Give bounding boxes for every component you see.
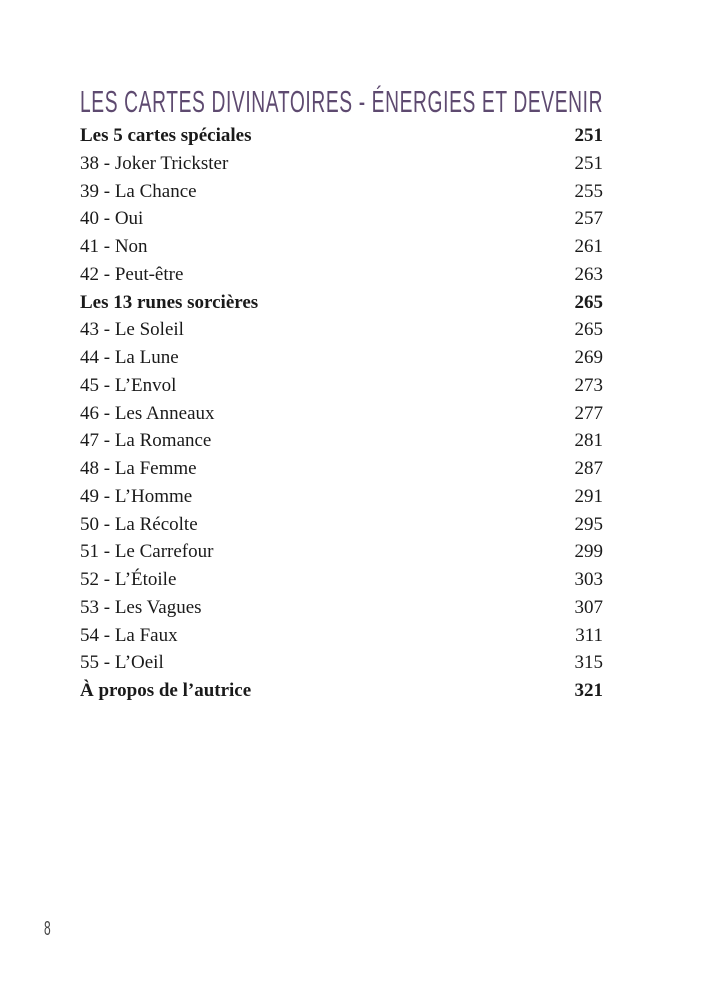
toc-entry: 49 - L’Homme 291 — [80, 483, 603, 511]
toc-entry-page: 251 — [574, 125, 604, 146]
toc-entry: 39 - La Chance 255 — [80, 178, 603, 206]
toc-entry-page: 307 — [574, 596, 604, 618]
toc-entry: 48 - La Femme 287 — [80, 455, 603, 483]
toc-entry-page: 291 — [574, 485, 604, 507]
toc-entry-page: 321 — [574, 680, 604, 701]
toc-entry-label: 47 - La Romance — [80, 430, 212, 452]
toc-entry-label: 44 - La Lune — [80, 347, 179, 368]
toc-entry: 42 - Peut-être 263 — [80, 261, 603, 289]
toc-entry-page: 251 — [574, 152, 604, 174]
toc-entry-label: 55 - L’Oeil — [80, 652, 164, 674]
toc-entry-label: 50 - La Récolte — [80, 513, 198, 535]
toc-entry: 54 - La Faux 311 — [80, 622, 603, 650]
toc-entry-label: 46 - Les Anneaux — [80, 402, 215, 424]
toc-entry-page: 257 — [574, 208, 604, 230]
toc-entry-label: 45 - L’Envol — [80, 374, 177, 396]
toc-entry: 47 - La Romance 281 — [80, 427, 603, 455]
toc-section-heading: Les 5 cartes spéciales 251 — [80, 122, 603, 150]
toc-entry-label: 42 - Peut-être — [80, 263, 184, 285]
toc-section-heading: À propos de l’autrice 321 — [80, 677, 603, 705]
toc-entry-page: 287 — [574, 458, 604, 479]
toc-entry-label: 53 - Les Vagues — [80, 596, 202, 618]
section-title: Les cartes divinatoires - Énergies et de… — [80, 84, 604, 119]
toc-entry-label: 51 - Le Carrefour — [80, 541, 214, 563]
toc-entry: 38 - Joker Trickster 251 — [80, 150, 603, 178]
table-of-contents: Les 5 cartes spéciales 251 38 - Joker Tric… — [80, 122, 603, 705]
page-number: 8 — [44, 918, 51, 940]
toc-entry-label: 52 - L’Étoile — [80, 569, 177, 590]
toc-entry-label: 43 - Le Soleil — [80, 319, 184, 341]
toc-entry-page: 299 — [574, 541, 604, 563]
toc-entry-page: 269 — [574, 347, 604, 368]
toc-entry-label: 38 - Joker Trickster — [80, 152, 229, 174]
toc-entry-label: 41 - Non — [80, 236, 148, 257]
toc-entry: 41 - Non 261 — [80, 233, 603, 261]
toc-entry: 53 - Les Vagues 307 — [80, 594, 603, 622]
toc-entry-page: 315 — [574, 652, 604, 674]
toc-entry-page: 311 — [575, 624, 603, 646]
toc-entry: 50 - La Récolte 295 — [80, 511, 603, 539]
toc-entry: 46 - Les Anneaux 277 — [80, 400, 603, 428]
toc-entry-label: 54 - La Faux — [80, 624, 178, 646]
toc-entry: 44 - La Lune 269 — [80, 344, 603, 372]
toc-section-heading: Les 13 runes sorcières 265 — [80, 289, 603, 317]
toc-entry-label: 49 - L’Homme — [80, 485, 193, 507]
toc-entry-page: 263 — [574, 263, 604, 285]
toc-entry: 43 - Le Soleil 265 — [80, 316, 603, 344]
toc-entry-page: 303 — [574, 569, 604, 590]
toc-entry: 52 - L’Étoile 303 — [80, 566, 603, 594]
toc-entry: 51 - Le Carrefour 299 — [80, 538, 603, 566]
toc-entry-label: 39 - La Chance — [80, 180, 197, 202]
toc-entry: 55 - L’Oeil 315 — [80, 649, 603, 677]
toc-entry-label: Les 5 cartes spéciales — [80, 125, 252, 146]
toc-entry-label: À propos de l’autrice — [80, 680, 252, 701]
toc-entry: 45 - L’Envol 273 — [80, 372, 603, 400]
toc-entry-page: 261 — [574, 236, 604, 257]
toc-entry: 40 - Oui 257 — [80, 205, 603, 233]
toc-entry-label: Les 13 runes sorcières — [80, 291, 259, 313]
toc-entry-page: 277 — [574, 402, 604, 424]
toc-entry-page: 273 — [574, 374, 604, 396]
toc-entry-page: 255 — [574, 180, 604, 202]
toc-entry-label: 48 - La Femme — [80, 458, 197, 479]
toc-entry-page: 265 — [574, 319, 604, 341]
toc-entry-page: 295 — [574, 513, 604, 535]
toc-entry-page: 265 — [574, 291, 604, 313]
toc-entry-page: 281 — [574, 430, 604, 452]
toc-entry-label: 40 - Oui — [80, 208, 144, 230]
